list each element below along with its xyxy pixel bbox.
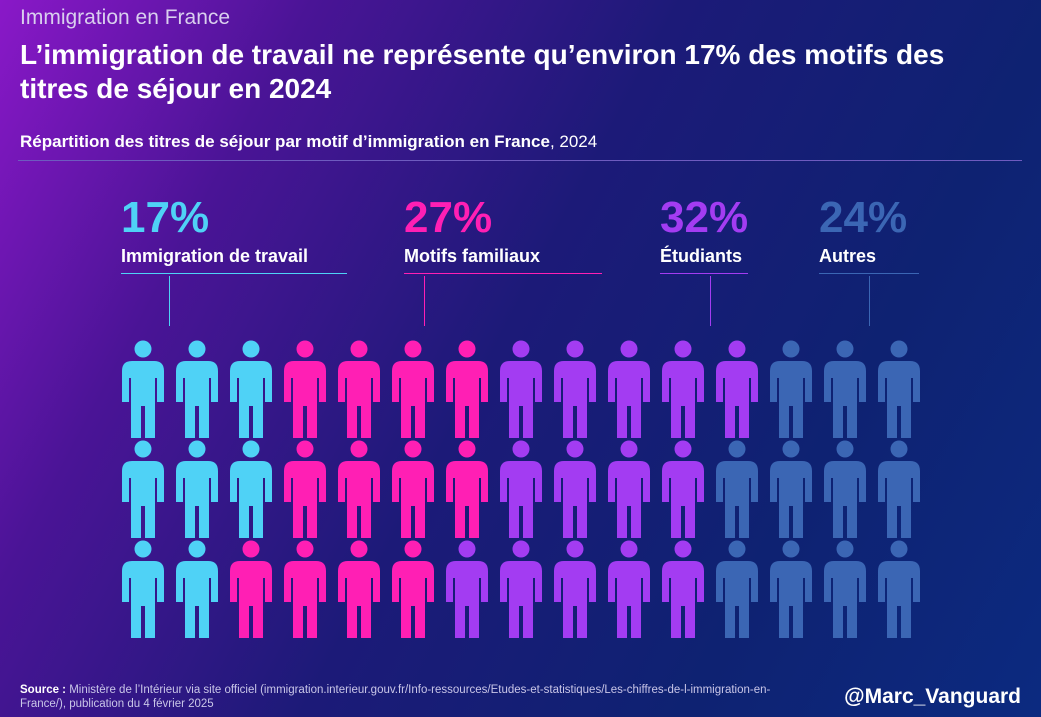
person-icon <box>662 440 704 538</box>
person-icon <box>176 540 218 638</box>
category-percent: 17% <box>121 193 210 242</box>
kicker: Immigration en France <box>20 6 231 29</box>
person-icon <box>608 540 650 638</box>
person-icon <box>878 440 920 538</box>
header-rule <box>18 160 1022 161</box>
person-icon <box>284 440 326 538</box>
person-icon <box>446 340 488 438</box>
source-label: Source : <box>20 684 67 696</box>
category-label: Motifs familiaux <box>404 244 602 274</box>
person-icon <box>716 440 758 538</box>
person-icon <box>878 340 920 438</box>
person-icon <box>716 540 758 638</box>
person-icon <box>230 540 272 638</box>
person-icon <box>824 440 866 538</box>
category-familiaux: 27% Motifs familiaux <box>404 192 602 326</box>
category-connector-line <box>169 276 170 326</box>
person-icon <box>608 340 650 438</box>
person-icon <box>554 340 596 438</box>
person-icon <box>662 540 704 638</box>
person-icon <box>122 440 164 538</box>
author-handle: @Marc_Vanguard <box>844 685 1021 708</box>
person-icon <box>554 540 596 638</box>
person-icon <box>446 440 488 538</box>
person-icon <box>770 340 812 438</box>
person-icon <box>392 540 434 638</box>
person-icon <box>176 340 218 438</box>
source-text: Ministère de l’Intérieur via site offici… <box>20 684 771 710</box>
person-icon <box>500 340 542 438</box>
person-icon <box>716 340 758 438</box>
person-icon <box>338 440 380 538</box>
person-icon <box>176 440 218 538</box>
person-icon <box>230 440 272 538</box>
person-icon <box>500 440 542 538</box>
page-title: L’immigration de travail ne représente q… <box>20 39 945 104</box>
category-connector-line <box>869 276 870 326</box>
source-note: Source : Ministère de l’Intérieur via si… <box>20 683 780 711</box>
person-icon <box>770 440 812 538</box>
person-icon <box>824 540 866 638</box>
person-icon <box>392 340 434 438</box>
person-icon <box>824 340 866 438</box>
subtitle-year: , 2024 <box>549 132 598 151</box>
category-percent: 24% <box>819 193 908 242</box>
person-icon <box>554 440 596 538</box>
person-icon <box>878 540 920 638</box>
category-percent: 32% <box>660 193 749 242</box>
person-icon <box>446 540 488 638</box>
category-etudiants: 32% Étudiants <box>660 192 749 326</box>
category-travail: 17% Immigration de travail <box>121 192 347 326</box>
person-icon <box>770 540 812 638</box>
person-icon <box>230 340 272 438</box>
pictogram-chart <box>122 340 920 638</box>
subtitle-main: Répartition des titres de séjour par mot… <box>20 132 550 151</box>
category-autres: 24% Autres <box>819 192 919 326</box>
person-icon <box>392 440 434 538</box>
person-icon <box>662 340 704 438</box>
category-connector-line <box>424 276 425 326</box>
category-label: Étudiants <box>660 244 748 274</box>
person-icon <box>338 540 380 638</box>
category-connector-line <box>710 276 711 326</box>
person-icon <box>122 340 164 438</box>
chart-subtitle: Répartition des titres de séjour par mot… <box>20 132 597 152</box>
category-label: Autres <box>819 244 919 274</box>
person-icon <box>284 340 326 438</box>
person-icon <box>122 540 164 638</box>
category-percent: 27% <box>404 193 493 242</box>
category-label: Immigration de travail <box>121 244 347 274</box>
person-icon <box>500 540 542 638</box>
person-icon <box>338 340 380 438</box>
person-icon <box>608 440 650 538</box>
person-icon <box>284 540 326 638</box>
